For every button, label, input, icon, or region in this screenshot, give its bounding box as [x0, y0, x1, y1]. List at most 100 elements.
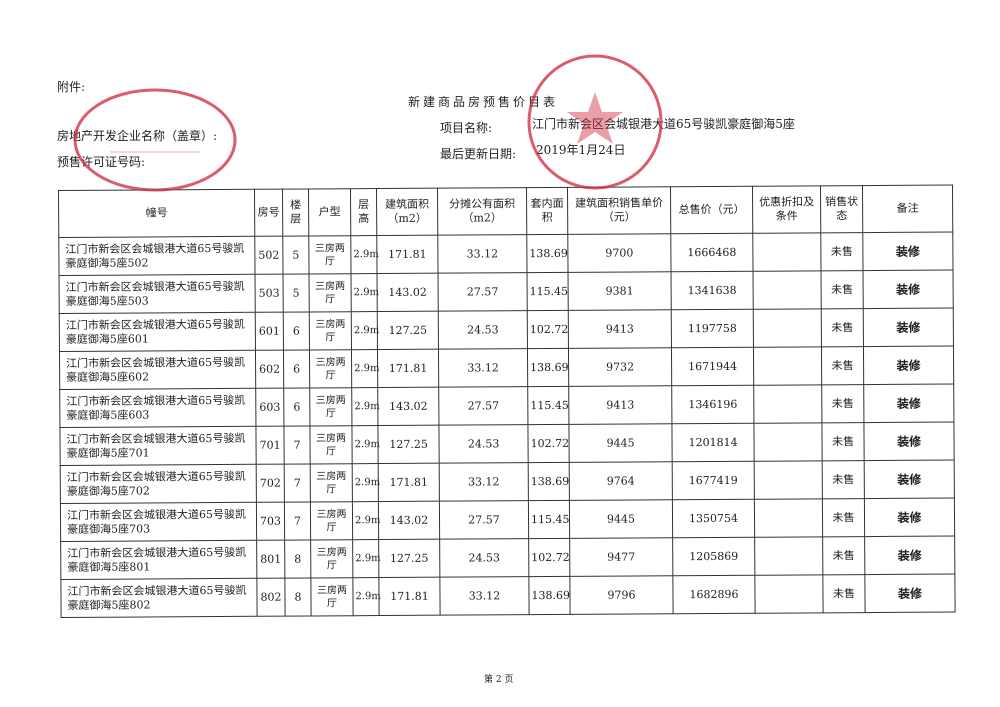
- attachment-label: 附件:: [57, 80, 86, 94]
- project-value: 江门市新会区会城银港大道65号骏凯豪庭御海5座: [532, 117, 795, 131]
- cell-height: 2.9m: [351, 349, 380, 388]
- cell-inner-area: 138.69: [527, 348, 569, 387]
- cell-unit-price: 9381: [568, 271, 672, 311]
- cell-unit-price: 9445: [569, 499, 673, 539]
- cell-shared-area: 33.12: [438, 348, 528, 388]
- updated-label: 最后更新日期:: [440, 147, 517, 161]
- cell-remark: 装修: [864, 460, 955, 499]
- cell-floor: 8: [284, 577, 312, 617]
- cell-inner-area: 138.69: [526, 234, 569, 273]
- cell-inner-area: 102.72: [527, 424, 570, 463]
- cell-floor: 6: [283, 349, 310, 389]
- cell-status: 未售: [821, 422, 865, 461]
- cell-floor: 8: [284, 539, 311, 579]
- cell-building: 江门市新会区会城银港大道65号骏凯豪庭御海5座701: [59, 426, 257, 466]
- cell-total-price: 1341638: [671, 271, 754, 310]
- cell-remark: 装修: [863, 422, 955, 461]
- cell-building: 江门市新会区会城银港大道65号骏凯豪庭御海5座603: [59, 388, 256, 428]
- cell-layout: 三房两厅: [308, 235, 352, 274]
- cell-room: 603: [255, 388, 284, 427]
- header-col-total-price: 总售价（元）: [670, 186, 753, 234]
- cell-room: 703: [256, 502, 285, 541]
- cell-inner-area: 115.45: [527, 386, 569, 425]
- cell-room: 702: [256, 464, 285, 503]
- cell-inner-area: 138.69: [528, 576, 571, 615]
- cell-area: 143.02: [377, 387, 439, 426]
- table-row: 江门市新会区会城银港大道65号骏凯豪庭御海5座802 802 8 三房两厅 2.9m 17…: [60, 574, 956, 618]
- cell-building: 江门市新会区会城银港大道65号骏凯豪庭御海5座602: [59, 350, 256, 390]
- cell-status: 未售: [821, 270, 864, 309]
- table-row: 江门市新会区会城银港大道65号骏凯豪庭御海5座602 602 6 三房两厅 2.9m 17…: [59, 346, 954, 390]
- cell-area: 171.81: [378, 463, 440, 502]
- cell-floor: 6: [283, 387, 310, 427]
- cell-shared-area: 33.12: [439, 462, 529, 502]
- cell-layout: 三房两厅: [310, 463, 353, 502]
- cell-inner-area: 102.72: [528, 538, 570, 577]
- cell-area: 143.02: [377, 273, 439, 312]
- header-col-shared-area: 分摊公有面积（m2）: [437, 187, 527, 236]
- cell-remark: 装修: [863, 270, 954, 309]
- cell-unit-price: 9413: [568, 309, 672, 349]
- cell-layout: 三房两厅: [309, 387, 352, 426]
- header-col-unit-price: 建筑面积销售单价（元）: [567, 186, 671, 235]
- cell-discount: [753, 422, 823, 462]
- cell-unit-price: 9764: [569, 461, 673, 501]
- cell-status: 未售: [822, 498, 865, 537]
- table-row: 江门市新会区会城银港大道65号骏凯豪庭御海5座701 701 7 三房两厅 2.9m 12…: [59, 422, 955, 466]
- cell-building: 江门市新会区会城银港大道65号骏凯豪庭御海5座802: [60, 578, 258, 618]
- cell-remark: 装修: [864, 574, 956, 613]
- cell-height: 2.9m: [352, 539, 381, 578]
- cell-status: 未售: [822, 574, 866, 613]
- cell-remark: 装修: [863, 308, 954, 347]
- cell-floor: 7: [284, 501, 311, 541]
- header-col-room: 房号: [254, 189, 283, 237]
- cell-shared-area: 27.57: [438, 272, 528, 312]
- cell-layout: 三房两厅: [309, 425, 353, 464]
- updated-value: 2019年1月24日: [536, 143, 626, 157]
- cell-total-price: 1197758: [671, 309, 754, 348]
- table-row: 江门市新会区会城银港大道65号骏凯豪庭御海5座603 603 6 三房两厅 2.9m 14…: [59, 384, 954, 428]
- header-col-area: 建筑面积（m2）: [376, 188, 438, 236]
- cell-height: 2.9m: [351, 425, 380, 464]
- cell-discount: [753, 270, 822, 310]
- cell-floor: 5: [283, 273, 310, 313]
- cell-layout: 三房两厅: [310, 577, 354, 616]
- cell-remark: 装修: [863, 346, 954, 385]
- cell-status: 未售: [821, 308, 864, 347]
- cell-building: 江门市新会区会城银港大道65号骏凯豪庭御海5座801: [60, 540, 257, 580]
- cell-discount: [754, 574, 824, 614]
- header-col-remark: 备注: [862, 185, 953, 233]
- cell-layout: 三房两厅: [309, 349, 352, 388]
- cell-discount: [752, 232, 822, 272]
- project-label: 项目名称:: [440, 121, 493, 135]
- cell-room: 602: [255, 350, 284, 389]
- cell-inner-area: 115.45: [527, 272, 569, 311]
- header-col-floor: 楼层: [282, 188, 309, 237]
- table-row: 江门市新会区会城银港大道65号骏凯豪庭御海5座703 703 7 三房两厅 2.9m 14…: [60, 498, 955, 542]
- government-seal: [527, 54, 663, 190]
- page-title: 新建商品房预售价目表: [408, 95, 559, 109]
- cell-status: 未售: [821, 346, 864, 385]
- cell-discount: [754, 498, 823, 538]
- cell-unit-price: 9700: [567, 233, 672, 273]
- cell-room: 801: [256, 540, 285, 579]
- cell-discount: [754, 460, 823, 500]
- company-seal: [73, 88, 237, 192]
- table-row: 江门市新会区会城银港大道65号骏凯豪庭御海5座503 503 5 三房两厅 2.9m 14…: [59, 270, 954, 314]
- cell-total-price: 1671944: [671, 347, 754, 386]
- header-col-height: 层高: [350, 188, 377, 236]
- cell-total-price: 1346196: [671, 385, 754, 424]
- cell-inner-area: 102.72: [527, 310, 569, 349]
- cell-shared-area: 24.53: [439, 538, 529, 578]
- cell-building: 江门市新会区会城银港大道65号骏凯豪庭御海5座601: [59, 312, 256, 352]
- cell-area: 127.25: [377, 425, 440, 464]
- cell-discount: [753, 308, 822, 348]
- header-col-inner-area: 套内面积: [526, 187, 568, 235]
- cell-discount: [753, 384, 822, 424]
- cell-floor: 6: [283, 311, 310, 351]
- cell-building: 江门市新会区会城银港大道65号骏凯豪庭御海5座503: [59, 274, 256, 314]
- cell-area: 171.81: [377, 349, 439, 388]
- cell-floor: 7: [284, 463, 311, 503]
- cell-status: 未售: [822, 460, 865, 499]
- price-table: 幢号 房号 楼层 户型 层高 建筑面积（m2） 分摊公有面积（m2） 套内面积 建筑面积销售单价…: [58, 185, 956, 618]
